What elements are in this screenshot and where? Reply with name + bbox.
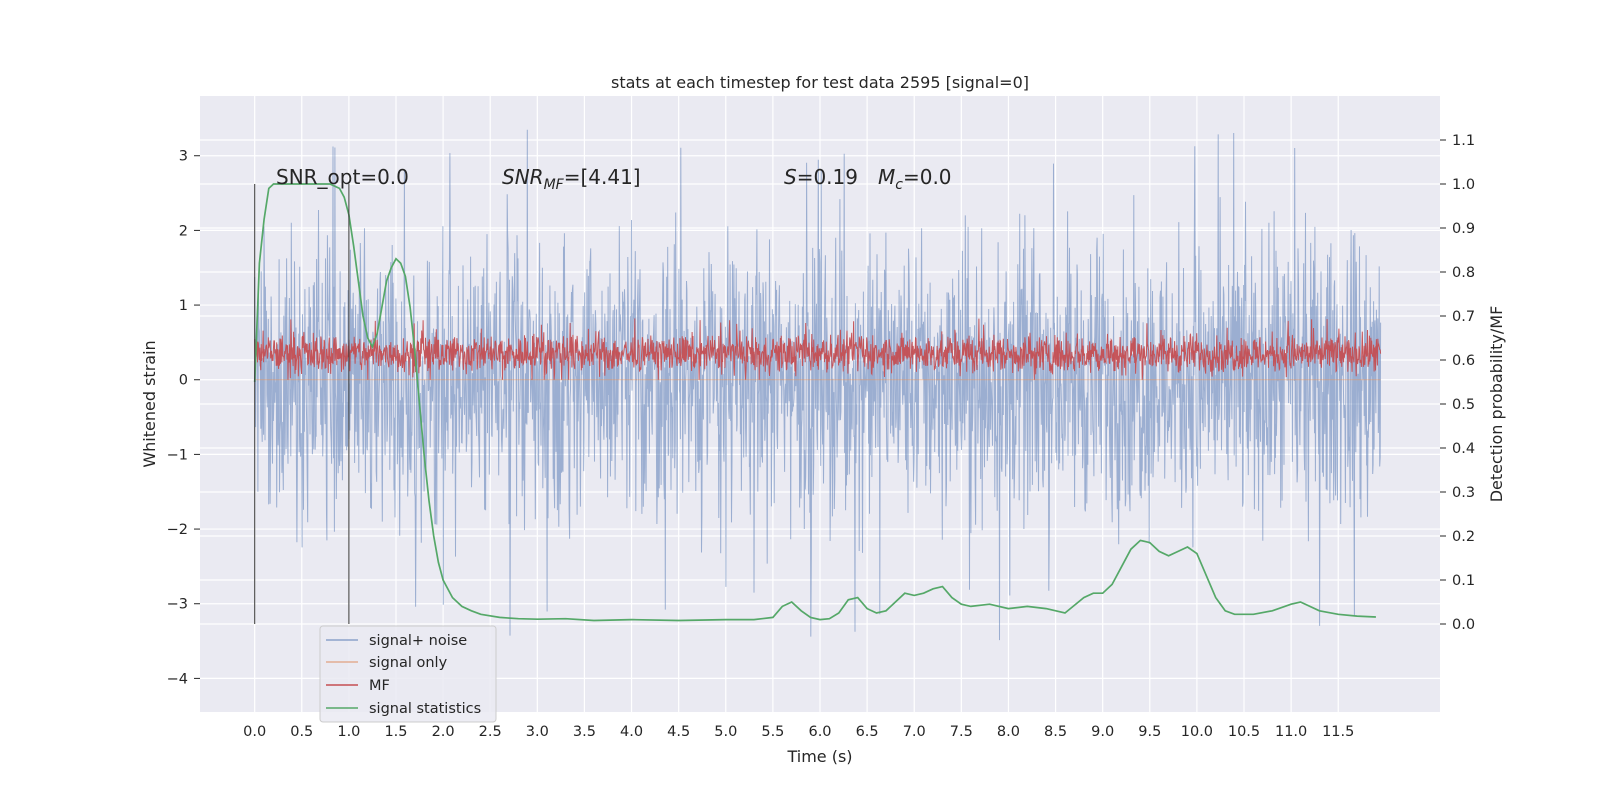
x-tick-label: 7.0 (903, 724, 926, 740)
y-axis-label: Whitened strain (140, 340, 159, 467)
series-mf (254, 318, 1382, 380)
x-tick-label: 10.5 (1228, 724, 1260, 740)
legend-entry-mf: MF (326, 678, 390, 694)
annotation-mc-subscript: c (895, 177, 903, 193)
y2-tick-label: 0.0 (1452, 617, 1475, 633)
x-tick-label: 0.5 (290, 724, 313, 740)
x-tick-label: 4.0 (620, 724, 643, 740)
annotation-snr-mf-symbol: SNR (502, 165, 544, 189)
x-tick-label: 9.5 (1138, 724, 1161, 740)
annotation-mc: Mc=0.0 (878, 165, 952, 193)
legend: signal+ noise signal only MF signal stat… (319, 625, 497, 723)
x-tick-label: 2.0 (432, 724, 455, 740)
annotation-mc-value: =0.0 (903, 165, 952, 189)
y-tick-label: 1 (179, 298, 188, 314)
annotation-snr-mf: SNRMF=[4.41] (502, 165, 641, 193)
x-tick-label: 8.0 (997, 724, 1020, 740)
x-tick-label: 0.0 (243, 724, 266, 740)
x-tick-label: 3.0 (526, 724, 549, 740)
legend-label-signal-only: signal only (369, 655, 448, 671)
annotation-s-symbol: S (784, 165, 797, 189)
annotation-mc-symbol: M (878, 165, 895, 189)
legend-label-mf: MF (369, 678, 390, 694)
y2-tick-label: 0.4 (1452, 441, 1475, 457)
x-tick-label: 4.5 (667, 724, 690, 740)
y-tick-label: −2 (167, 522, 188, 538)
y2-tick-label: 0.7 (1452, 309, 1475, 325)
y-axis-ticks: −4 −3 −2 −1 0 1 2 3 (167, 149, 200, 687)
x-tick-label: 5.5 (761, 724, 784, 740)
x-tick-label: 5.0 (714, 724, 737, 740)
x-tick-label: 9.0 (1091, 724, 1114, 740)
annotation-s: S=0.19 (784, 165, 858, 189)
x-tick-label: 7.5 (950, 724, 973, 740)
legend-box (319, 625, 497, 723)
y2-tick-label: 0.1 (1452, 573, 1475, 589)
data-layer (253, 129, 1382, 641)
x-tick-label: 1.0 (337, 724, 360, 740)
y2-axis-ticks: 0.0 0.1 0.2 0.3 0.4 0.5 0.6 0.7 0.8 0.9 1.0 1.1 (1440, 133, 1475, 633)
legend-label-signal-noise: signal+ noise (369, 633, 467, 649)
x-tick-label: 11.5 (1322, 724, 1354, 740)
y-tick-label: 2 (179, 223, 188, 239)
x-tick-label: 10.0 (1181, 724, 1213, 740)
series-signal-statistics (253, 183, 1376, 622)
y2-tick-label: 1.0 (1452, 177, 1475, 193)
x-tick-label: 11.0 (1275, 724, 1307, 740)
legend-entry-signal-only: signal only (326, 655, 448, 671)
y2-tick-label: 0.8 (1452, 265, 1475, 281)
x-tick-label: 3.5 (573, 724, 596, 740)
y2-axis-label: Detection probability/MF (1487, 306, 1506, 503)
y-tick-label: 0 (179, 373, 188, 389)
x-tick-label: 6.5 (856, 724, 879, 740)
chart-title: stats at each timestep for test data 259… (611, 73, 1029, 92)
y2-tick-label: 0.3 (1452, 485, 1475, 501)
y2-tick-label: 0.2 (1452, 529, 1475, 545)
y2-tick-label: 0.9 (1452, 221, 1475, 237)
x-axis-ticks: 0.0 0.5 1.0 1.5 2.0 2.5 3.0 3.5 4.0 4.5 5.0 5.5 6.0 6… (243, 724, 1354, 740)
y2-tick-label: 0.5 (1452, 397, 1475, 413)
y-tick-label: −1 (167, 447, 188, 463)
y2-tick-label: 0.6 (1452, 353, 1475, 369)
legend-label-signal-statistics: signal statistics (369, 701, 481, 717)
x-tick-label: 1.5 (384, 724, 407, 740)
y-tick-label: 3 (179, 149, 188, 165)
x-axis-label: Time (s) (786, 747, 852, 766)
annotations: SNR_opt=0.0 SNRMF=[4.41] S=0.19 Mc=0.0 (276, 165, 952, 193)
y-tick-label: −3 (167, 597, 188, 613)
legend-entry-signal-noise: signal+ noise (326, 633, 467, 649)
x-tick-label: 6.0 (808, 724, 831, 740)
x-tick-label: 8.5 (1044, 724, 1067, 740)
annotation-snr-mf-value: =[4.41] (564, 165, 641, 189)
annotation-snr-opt: SNR_opt=0.0 (276, 165, 409, 189)
annotation-snr-mf-subscript: MF (544, 177, 565, 193)
legend-entry-signal-statistics: signal statistics (326, 701, 481, 717)
x-tick-label: 2.5 (479, 724, 502, 740)
vertical-lines (254, 184, 350, 624)
series-signal-noise (254, 129, 1382, 641)
y-tick-label: −4 (167, 671, 188, 687)
y2-tick-label: 1.1 (1452, 133, 1475, 149)
annotation-s-value: =0.19 (797, 165, 858, 189)
